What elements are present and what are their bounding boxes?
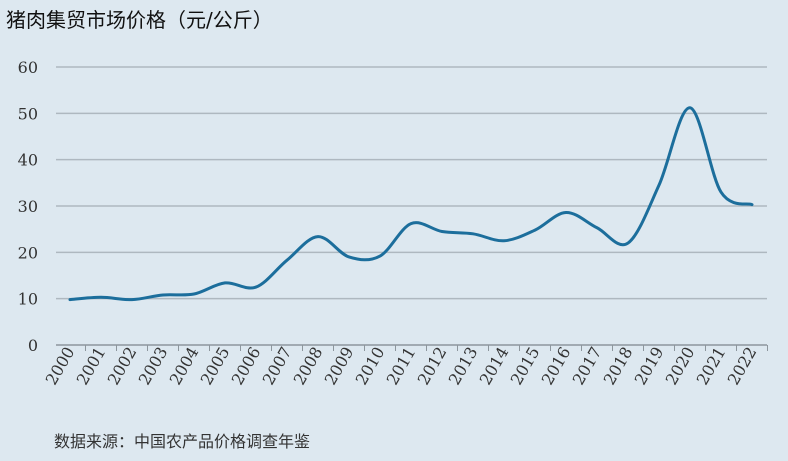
data-point-2005: [223, 281, 227, 285]
data-point-2018: [626, 241, 630, 245]
data-point-2004: [192, 292, 196, 296]
x-tick-label-2007: 2007: [259, 344, 296, 389]
chart-title: 猪肉集贸市场价格（元/公斤）: [6, 8, 273, 32]
data-point-2022: [750, 203, 754, 206]
x-tick-label-2000: 2000: [42, 344, 79, 389]
data-point-2017: [595, 226, 599, 229]
data-point-2011: [409, 222, 413, 225]
x-tick-label-2011: 2011: [383, 344, 420, 389]
x-tick-label-2010: 2010: [352, 344, 389, 389]
data-point-2000: [68, 298, 72, 301]
y-tick-label-40: 40: [18, 151, 38, 170]
y-tick-label-50: 50: [18, 104, 38, 123]
data-point-2001: [99, 296, 103, 299]
x-tick-label-2003: 2003: [135, 344, 172, 389]
x-tick-label-2013: 2013: [445, 344, 482, 389]
x-tick-label-2021: 2021: [693, 344, 730, 389]
x-tick-label-2019: 2019: [631, 344, 668, 389]
source-note: 数据来源：中国农产品价格调查年鉴: [54, 432, 311, 451]
data-point-2009: [347, 255, 351, 259]
y-tick-label-60: 60: [18, 58, 38, 77]
y-tick-label-30: 30: [18, 197, 38, 216]
data-point-2016: [564, 211, 568, 214]
x-tick-label-2006: 2006: [228, 344, 265, 389]
data-point-2019: [657, 183, 661, 187]
data-point-2003: [161, 293, 165, 297]
data-point-2013: [471, 232, 475, 235]
x-tick-label-2001: 2001: [73, 344, 110, 389]
x-tick-label-2018: 2018: [600, 344, 637, 389]
data-point-2020: [688, 106, 692, 109]
x-tick-label-2015: 2015: [507, 344, 544, 389]
y-tick-label-10: 10: [18, 290, 38, 309]
x-tick-label-2004: 2004: [166, 344, 203, 389]
x-tick-label-2016: 2016: [538, 344, 575, 389]
data-point-2002: [130, 298, 134, 301]
series-line-0: [68, 106, 754, 302]
data-point-2007: [285, 259, 289, 262]
data-point-2006: [254, 285, 258, 289]
data-point-2008: [316, 235, 320, 238]
data-point-2015: [533, 228, 537, 232]
x-tick-label-2008: 2008: [290, 344, 327, 389]
y-tick-label-0: 0: [28, 336, 38, 355]
x-tick-label-2014: 2014: [476, 344, 513, 389]
x-tick-label-2022: 2022: [724, 344, 761, 389]
x-tick-label-2012: 2012: [414, 344, 451, 389]
data-point-2010: [378, 254, 382, 258]
data-point-2014: [502, 239, 506, 242]
x-tick-label-2002: 2002: [104, 344, 141, 389]
x-tick-label-2009: 2009: [321, 344, 358, 389]
x-tick-label-2005: 2005: [197, 344, 234, 389]
x-tick-label-2017: 2017: [569, 344, 606, 389]
data-point-2021: [719, 190, 723, 194]
y-tick-label-20: 20: [18, 243, 38, 262]
data-point-2012: [440, 230, 444, 233]
x-tick-label-2020: 2020: [662, 344, 699, 389]
